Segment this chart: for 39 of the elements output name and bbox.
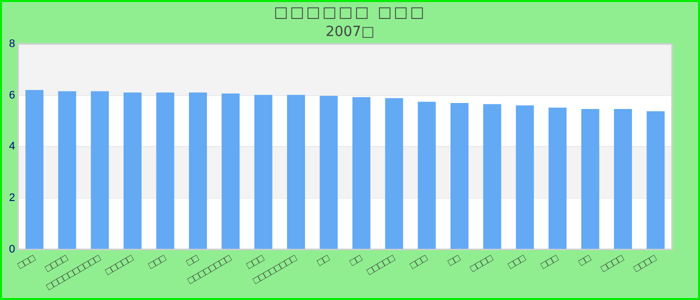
y-tick-label: 8: [8, 38, 16, 50]
bar: [287, 94, 306, 249]
bar: [90, 91, 109, 249]
bar: [483, 104, 502, 249]
bar: [25, 90, 44, 249]
bar: [320, 96, 338, 249]
y-tick-label: 6: [8, 89, 16, 102]
y-tick-label: 0: [8, 243, 16, 256]
y-tick-label: 2: [8, 192, 16, 204]
bar: [614, 108, 632, 249]
bar: [385, 98, 404, 249]
x-tick-label: □□: [577, 252, 594, 269]
y-tick-label: 4: [8, 140, 16, 153]
chart-subtitle: 2007□: [324, 24, 376, 40]
bar: [222, 94, 240, 249]
x-tick-label: □□: [316, 252, 332, 269]
x-tick-label: □□: [348, 252, 366, 269]
x-tick-label: □□: [446, 252, 464, 269]
x-tick-label: □□□: [146, 252, 169, 272]
bar: [352, 97, 370, 249]
bar: [254, 94, 272, 249]
x-tick-label: □□□□: [632, 252, 660, 275]
bar: [188, 92, 207, 249]
x-tick-label: □□□: [408, 252, 430, 272]
bar: [156, 92, 174, 249]
x-tick-label: □□□□: [468, 252, 496, 275]
bar: [450, 103, 468, 249]
bar: [548, 108, 567, 249]
bar: [418, 102, 436, 249]
bar: [581, 108, 600, 249]
bar: [516, 105, 534, 249]
chart-title: □□□□□□ □□□: [272, 3, 428, 21]
x-tick-label: □□□□: [599, 252, 627, 275]
x-tick-label: □□□: [506, 252, 529, 272]
x-tick-label: □□□: [16, 252, 38, 272]
bar: [124, 92, 142, 249]
x-tick-label: □□□: [539, 252, 562, 272]
bar: [646, 111, 665, 249]
bar: [58, 91, 76, 249]
